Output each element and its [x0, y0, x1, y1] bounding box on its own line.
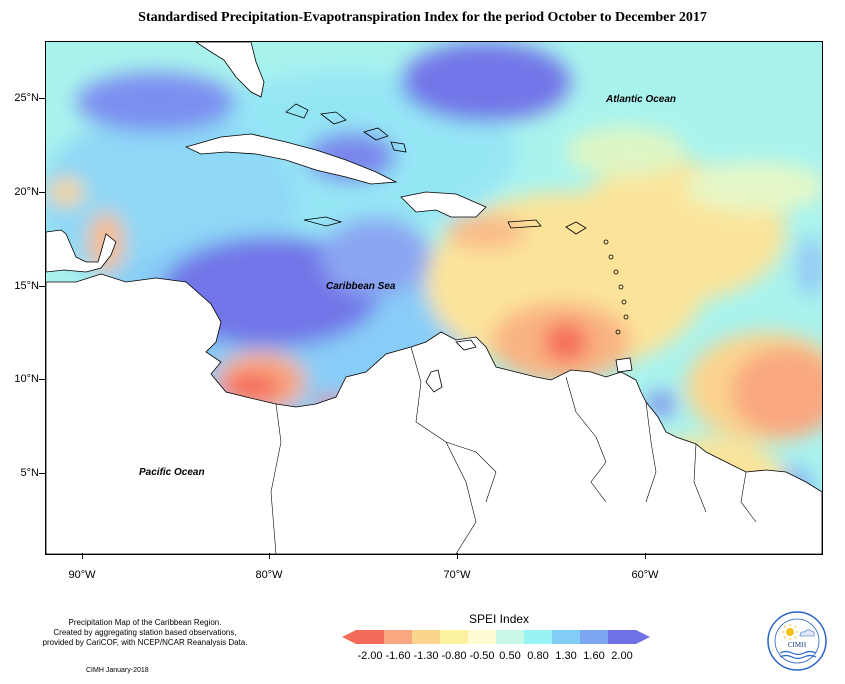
lon-label-80w: 80°W: [255, 569, 283, 581]
legend-arrow-low: [342, 630, 356, 644]
lon-label-90w: 90°W: [68, 569, 96, 581]
central-america: [46, 229, 117, 273]
lon-tick: [645, 553, 646, 559]
legend-tick-label: -1.60: [385, 650, 411, 662]
legend-tick-label: 2.00: [611, 650, 633, 662]
land-masses: [46, 42, 822, 554]
lat-tick: [39, 379, 45, 380]
lat-tick: [39, 473, 45, 474]
map-title: Standardised Precipitation-Evapotranspir…: [138, 10, 707, 25]
lat-tick: [39, 192, 45, 193]
spei-map: [46, 42, 822, 554]
lat-label-15n: 15°N: [14, 280, 39, 292]
legend-title: SPEI Index: [469, 612, 530, 626]
cuba: [184, 133, 398, 185]
cloud-icon: [799, 629, 815, 637]
lat-tick: [39, 98, 45, 99]
map-panel: [45, 41, 823, 555]
legend-tick-label: -0.80: [441, 650, 467, 662]
caribbean-sea-label: Caribbean Sea: [326, 281, 396, 292]
footnote-line: provided by CariCOF, with NCEP/NCAR Rean…: [42, 638, 248, 647]
jamaica: [303, 216, 343, 227]
country-borders: [270, 346, 757, 554]
footnote-line: Precipitation Map of the Caribbean Regio…: [68, 618, 222, 627]
logo-text: CIMH: [788, 641, 806, 649]
florida: [195, 42, 265, 98]
legend-swatch: [440, 630, 468, 644]
lon-tick: [457, 553, 458, 559]
wave-icon: [779, 650, 817, 656]
hispaniola: [400, 191, 487, 218]
legend-tick-label: -1.30: [413, 650, 439, 662]
legend-colorbar: [342, 630, 650, 644]
legend-tick-label: 0.50: [499, 650, 521, 662]
lat-label-10n: 10°N: [14, 373, 39, 385]
lon-label-60w: 60°W: [631, 569, 659, 581]
cimh-logo: CIMH: [767, 611, 827, 671]
legend-swatch: [496, 630, 524, 644]
puerto-rico: [507, 219, 542, 229]
legend-swatch: [580, 630, 608, 644]
legend-swatch: [412, 630, 440, 644]
sun-icon: [782, 624, 798, 640]
atlantic-ocean-label: Atlantic Ocean: [606, 94, 677, 105]
legend-swatch: [384, 630, 412, 644]
legend-tick-label: 1.60: [583, 650, 605, 662]
pacific-ocean-label: Pacific Ocean: [139, 467, 205, 478]
trinidad: [615, 357, 633, 373]
lon-tick: [82, 553, 83, 559]
map-footnote: Precipitation Map of the Caribbean Regio…: [0, 618, 290, 648]
legend-swatch: [524, 630, 552, 644]
lon-tick: [269, 553, 270, 559]
legend-tick-label: -0.50: [469, 650, 495, 662]
lat-tick: [39, 286, 45, 287]
footnote-date: CIMH January-2018: [86, 667, 149, 674]
lat-label-25n: 25°N: [14, 92, 39, 104]
island-outlines: [285, 103, 629, 393]
footnote-line: Created by aggregating station based obs…: [53, 628, 237, 637]
legend-arrow-high: [636, 630, 650, 644]
lat-label-5n: 5°N: [20, 467, 39, 479]
legend-swatch: [608, 630, 636, 644]
lat-label-20n: 20°N: [14, 186, 39, 198]
legend-tick-label: 1.30: [555, 650, 577, 662]
legend-swatch: [356, 630, 384, 644]
legend-swatch: [468, 630, 496, 644]
lon-label-70w: 70°W: [443, 569, 471, 581]
legend-tick-label: 0.80: [527, 650, 549, 662]
legend-swatch: [552, 630, 580, 644]
legend-tick-label: -2.00: [357, 650, 383, 662]
